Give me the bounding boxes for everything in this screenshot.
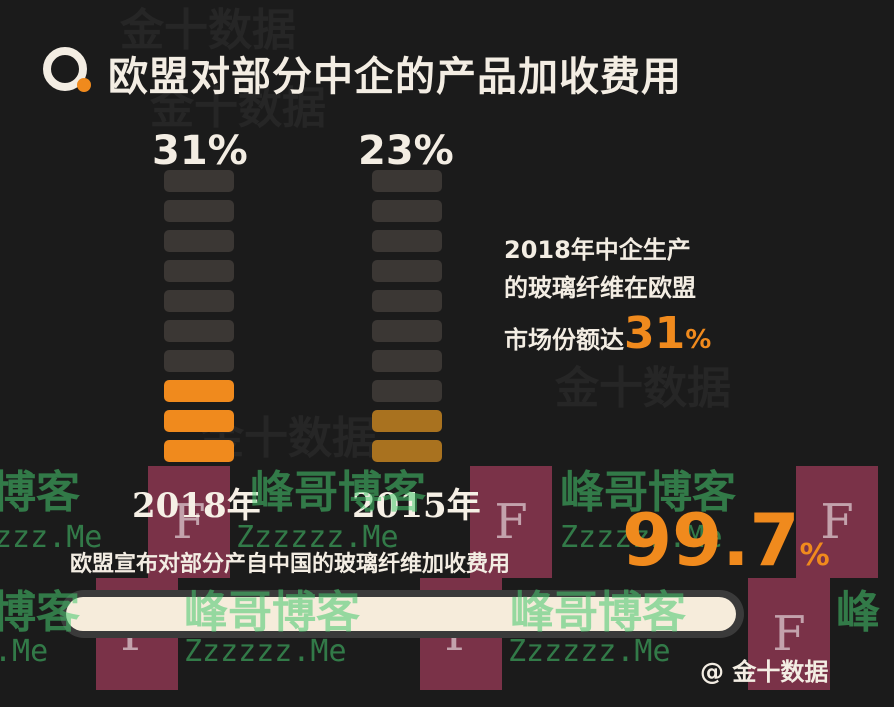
bar-segment-empty [372, 230, 442, 252]
watermark-stamp: F [148, 466, 230, 578]
brand-watermark: 金十数据 [150, 83, 326, 134]
big-percentage-value: 99.7 [622, 498, 800, 582]
bar-segment-empty [164, 290, 234, 312]
url-watermark: Zzzzzz.Me [560, 520, 723, 555]
blog-watermark: 峰哥博客 [250, 467, 426, 518]
progress-fill [66, 597, 736, 631]
brand-watermark: 金十数据 [555, 363, 731, 414]
blog-watermark: 峰哥博客 [510, 587, 686, 638]
blog-watermark: 峰 [836, 587, 880, 638]
bar-segment-empty [164, 260, 234, 282]
brand-watermark: 金十数据 [120, 5, 296, 56]
bar-segment-empty [164, 200, 234, 222]
annotation-unit: % [685, 325, 712, 355]
bar-segment-empty [372, 260, 442, 282]
subtitle: 欧盟宣布对部分产自中国的玻璃纤维加收费用 [70, 552, 511, 577]
url-watermark: zzz.Me [0, 520, 103, 555]
url-watermark: Zzzzzz.Me [508, 634, 671, 669]
bar-segment-empty [372, 320, 442, 342]
watermark-stamp: F [796, 466, 878, 578]
annotation-line: 市场份额达31% [504, 308, 711, 359]
bar-value-label: 31% [152, 128, 248, 174]
bar-segment-filled [164, 380, 234, 402]
blog-watermark: 峰哥博客 [560, 467, 736, 518]
url-watermark: Zzzzzz.Me [184, 634, 347, 669]
blog-watermark: 峰哥博客 [184, 587, 360, 638]
bar-segment-filled [164, 410, 234, 432]
bar-category-label: 2018年 [132, 486, 261, 526]
blog-watermark: 博客 [0, 587, 80, 638]
progress-track [60, 590, 744, 638]
watermark-stamp: F [748, 578, 830, 690]
url-watermark: .Me [0, 634, 49, 669]
annotation-line: 2018年中企生产 [504, 236, 691, 264]
bar-segment-empty [372, 200, 442, 222]
annotation-percent: 31 [624, 308, 686, 359]
watermark-stamp: F [470, 466, 552, 578]
big-percentage: 99.7% [622, 498, 830, 582]
bar-segment-empty [372, 380, 442, 402]
bar-segment-empty [164, 170, 234, 192]
bar-segment-filled [372, 410, 442, 432]
url-watermark: Zzzzzz.Me [236, 520, 399, 555]
source-credit: @ 金十数据 [700, 658, 829, 686]
big-percentage-unit: % [799, 538, 830, 573]
annotation-prefix: 市场份额达 [504, 326, 624, 354]
bar-category-label: 2015年 [352, 486, 481, 526]
bar-segment-empty [372, 290, 442, 312]
page-title: 欧盟对部分中企的产品加收费用 [108, 54, 682, 100]
bar-segment-filled [164, 440, 234, 462]
bar-segment-empty [164, 230, 234, 252]
blog-watermark: 博客 [0, 467, 80, 518]
bar-value-label: 23% [358, 128, 454, 174]
bar-segment-empty [372, 170, 442, 192]
bar-segment-filled [372, 440, 442, 462]
annotation-line: 的玻璃纤维在欧盟 [504, 274, 696, 302]
bar-segment-empty [164, 320, 234, 342]
bar-segment-empty [372, 350, 442, 372]
bar-segment-empty [164, 350, 234, 372]
brand-logo-icon [43, 47, 91, 92]
